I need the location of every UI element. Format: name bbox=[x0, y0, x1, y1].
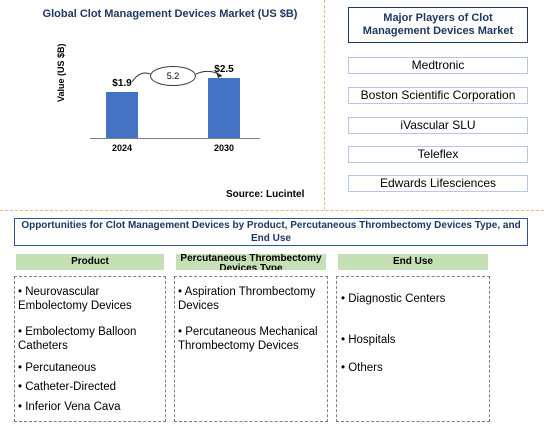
product-item: • Embolectomy Balloon Catheters bbox=[18, 326, 137, 352]
chart-bar bbox=[106, 92, 138, 138]
opportunities-title: Opportunities for Clot Management Device… bbox=[14, 218, 528, 246]
player-item: Medtronic bbox=[348, 57, 528, 74]
vertical-separator bbox=[324, 0, 325, 210]
chart-title: Global Clot Management Devices Market (U… bbox=[42, 8, 298, 20]
chart-source: Source: Lucintel bbox=[226, 189, 305, 200]
chart-bar bbox=[208, 78, 240, 138]
player-item: Boston Scientific Corporation bbox=[348, 87, 528, 104]
player-item: iVascular SLU bbox=[348, 117, 528, 134]
thrombectomy-type-item: • Aspiration Thrombectomy Devices bbox=[178, 286, 316, 312]
growth-arrows bbox=[131, 70, 223, 83]
thrombectomy-type-column-box bbox=[174, 276, 328, 422]
chart-x-tick-label: 2024 bbox=[111, 143, 133, 153]
chart-x-axis-line bbox=[90, 138, 260, 139]
product-column-box bbox=[14, 276, 166, 422]
product-item: • Neurovascular Embolectomy Devices bbox=[18, 286, 132, 312]
major-players-title: Major Players of Clot Management Devices… bbox=[348, 7, 528, 43]
player-item: Edwards Lifesciences bbox=[348, 175, 528, 192]
product-item: • Inferior Vena Cava bbox=[18, 401, 121, 413]
end-use-item: • Diagnostic Centers bbox=[341, 293, 446, 305]
player-item: Teleflex bbox=[348, 146, 528, 163]
end-use-item: • Others bbox=[341, 362, 383, 374]
horizontal-separator bbox=[0, 210, 544, 211]
column-header-product: Product bbox=[16, 254, 164, 270]
chart-bar-value-label: $1.9 bbox=[112, 78, 132, 90]
column-header-end-use: End Use bbox=[338, 254, 488, 270]
growth-rate-oval: 5.2 bbox=[150, 66, 196, 86]
product-item: • Percutaneous bbox=[18, 362, 97, 374]
chart-x-tick-label: 2030 bbox=[213, 143, 235, 153]
chart-y-axis-label: Value (US $B) bbox=[56, 43, 66, 102]
chart-bar-value-label: $2.5 bbox=[214, 64, 234, 75]
thrombectomy-type-item: • Percutaneous Mechanical Thrombectomy D… bbox=[178, 326, 318, 352]
column-header-thrombectomy-type: Percutaneous Thrombectomy Devices Type bbox=[176, 254, 326, 270]
end-use-column-box bbox=[336, 276, 490, 422]
product-item: • Catheter-Directed bbox=[18, 381, 116, 393]
end-use-item: • Hospitals bbox=[341, 334, 396, 346]
